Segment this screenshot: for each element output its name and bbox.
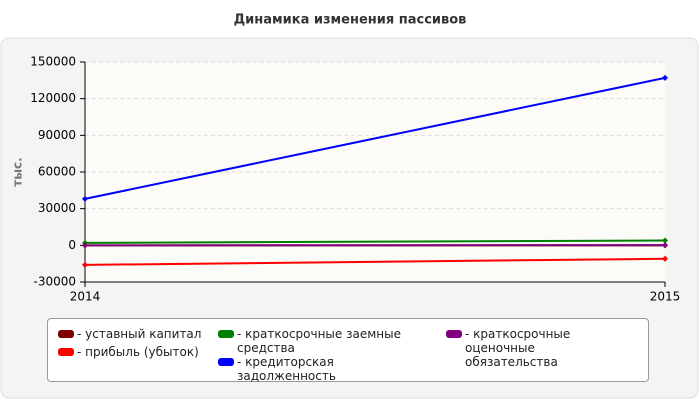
y-tick-label: 120000 — [30, 91, 76, 105]
point — [82, 261, 88, 268]
series-line — [84, 257, 666, 266]
y-axis-label: тыс. — [11, 157, 25, 186]
legend-swatch — [446, 330, 462, 338]
point — [662, 242, 668, 249]
y-tick-label: 30000 — [38, 201, 76, 215]
legend-swatch — [58, 348, 74, 356]
legend-label: - уставный капитал — [77, 327, 202, 341]
x-tick-label: 2015 — [650, 290, 681, 304]
point — [662, 74, 668, 81]
legend-label: - краткосрочные оценочные обязательства — [465, 327, 571, 369]
legend-swatch — [218, 358, 234, 366]
y-tick-label: 60000 — [38, 165, 76, 179]
legend-item: - прибыль (убыток) — [58, 345, 258, 359]
legend-item: - краткосрочные заемные средства — [218, 327, 403, 355]
y-tick-label: -30000 — [33, 275, 76, 289]
legend-swatch — [58, 330, 74, 338]
legend-label: - краткосрочные заемные средства — [237, 327, 401, 355]
series-line — [84, 239, 666, 244]
x-tick-label: 2014 — [70, 290, 101, 304]
point — [82, 242, 88, 249]
point — [82, 195, 88, 202]
legend-item: - кредиторская задолженность — [218, 355, 403, 383]
chart-title: Динамика изменения пассивов — [234, 13, 467, 28]
legend-label: - прибыль (убыток) — [77, 345, 199, 359]
legend-swatch — [218, 330, 234, 338]
legend-item: - краткосрочные оценочные обязательства — [446, 327, 631, 369]
point — [662, 255, 668, 262]
point — [662, 237, 668, 244]
y-tick-label: 90000 — [38, 128, 76, 142]
legend: - уставный капитал - прибыль (убыток) - кр… — [47, 318, 649, 383]
series-line — [84, 76, 666, 200]
legend-label: - кредиторская задолженность — [237, 355, 336, 383]
y-tick-label: 150000 — [30, 55, 76, 69]
y-tick-label: 0 — [68, 238, 76, 252]
legend-item: - уставный капитал — [58, 327, 258, 341]
